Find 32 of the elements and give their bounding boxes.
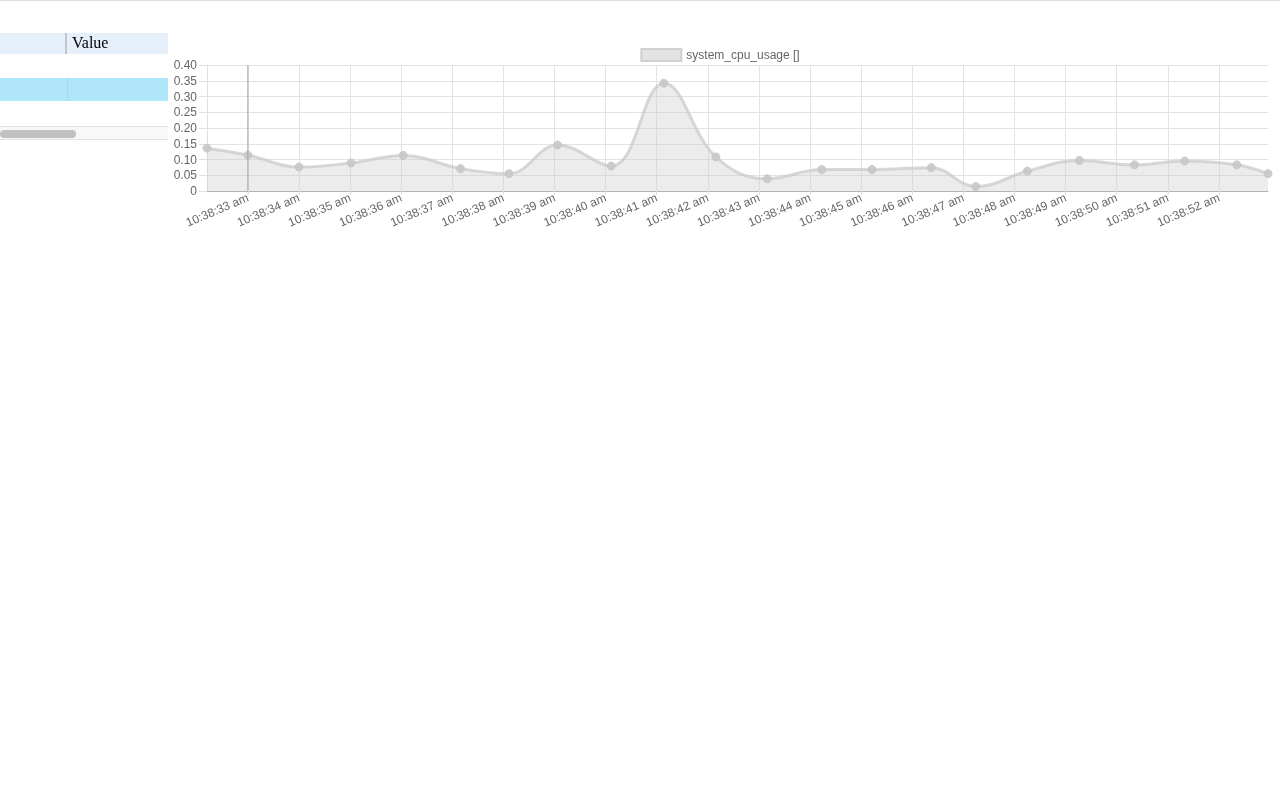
point (346, 158, 356, 168)
point (867, 165, 877, 175)
y-tick-label: 0.35 (173, 73, 198, 88)
y-tick-label: 0.05 (173, 168, 198, 183)
y-tick-label: 0.15 (173, 136, 198, 151)
point (294, 162, 304, 172)
point (1180, 156, 1190, 166)
point (202, 143, 212, 153)
point (926, 163, 936, 173)
table: Value (0, 33, 168, 141)
point (456, 164, 466, 174)
y-tick-label: 0 (190, 184, 198, 198)
point (606, 161, 616, 171)
point (817, 165, 827, 175)
point (398, 150, 408, 160)
legend-label: system_cpu_usage [] (686, 48, 800, 62)
y-tick-label: 0.20 (173, 121, 198, 135)
y-tick-label: 0.30 (173, 89, 198, 104)
point (711, 152, 721, 162)
y-tick-label: 0.25 (173, 105, 198, 120)
point (1263, 169, 1273, 179)
point (1074, 155, 1084, 165)
y-tick-label: 0.10 (173, 152, 198, 167)
point (762, 174, 772, 184)
point (1130, 160, 1140, 170)
point (1022, 166, 1032, 176)
point (553, 140, 563, 150)
point (659, 78, 669, 88)
point (971, 182, 981, 192)
point (504, 169, 514, 179)
y-tick-label: 0.40 (173, 58, 198, 72)
point (1232, 160, 1242, 170)
